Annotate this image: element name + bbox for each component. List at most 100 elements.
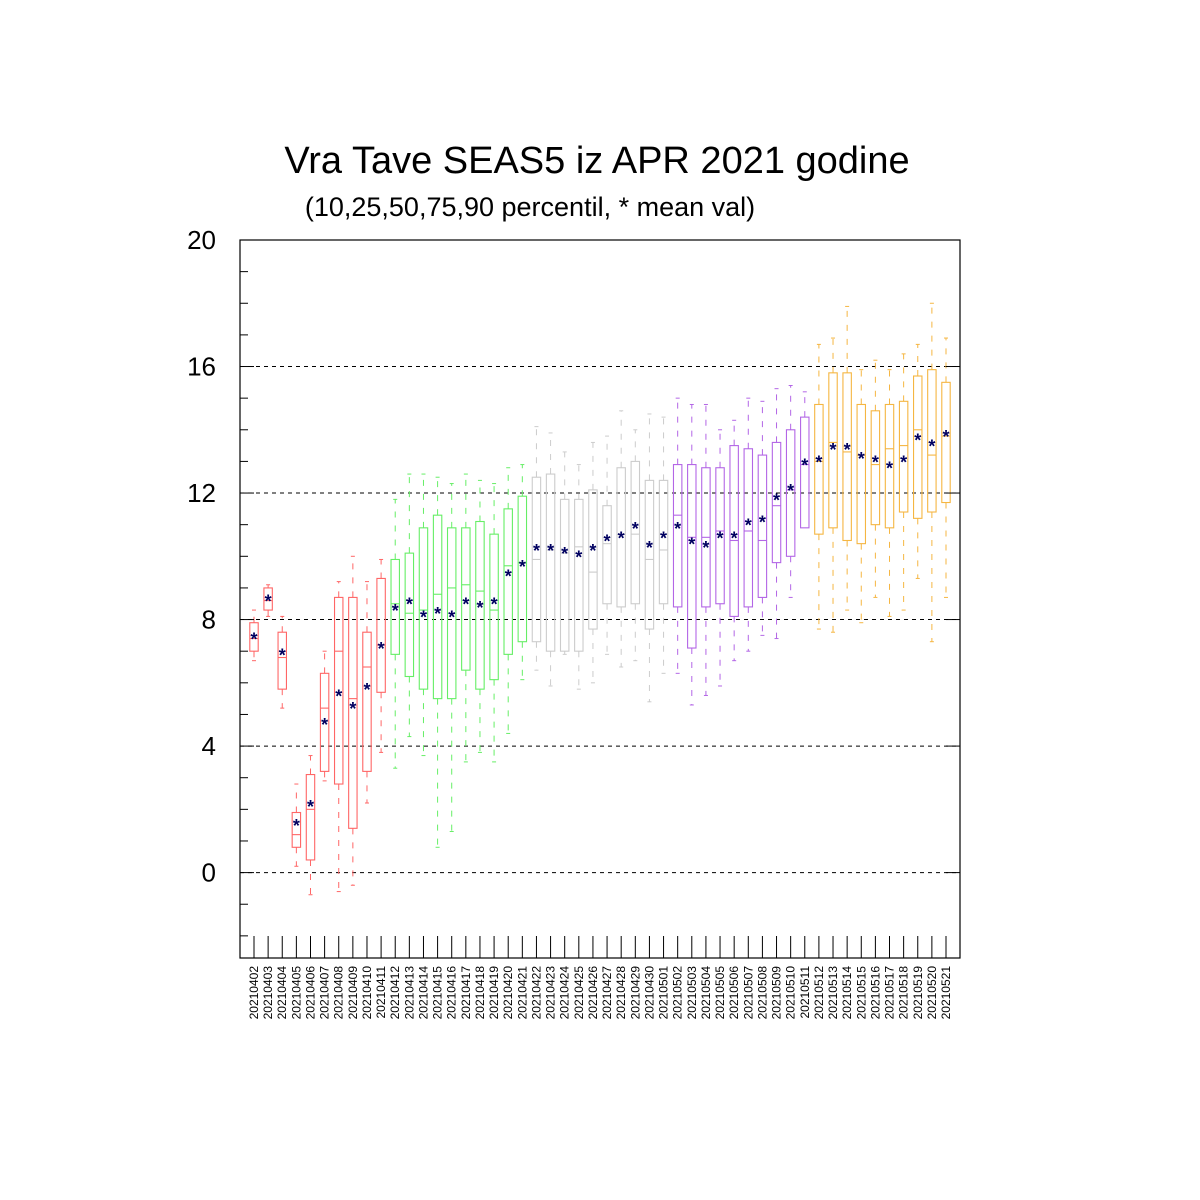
x-tick-label: 20210510 <box>784 966 798 1020</box>
x-tick-label: 20210506 <box>727 966 741 1020</box>
box-item <box>658 416 669 674</box>
chart-subtitle: (10,25,50,75,90 percentil, * mean val) <box>305 192 755 222</box>
iqr-box <box>644 479 655 630</box>
iqr-box <box>418 527 429 690</box>
box-item <box>305 755 316 896</box>
box-item <box>348 555 358 886</box>
iqr-box <box>729 445 739 617</box>
box-item <box>630 429 641 662</box>
box-item <box>884 369 895 617</box>
mean-marker: * <box>575 547 582 567</box>
x-tick-label: 20210408 <box>332 966 346 1020</box>
y-tick-label: 8 <box>202 605 216 635</box>
x-tick-label: 20210511 <box>798 966 812 1019</box>
y-tick-label: 16 <box>187 352 216 382</box>
iqr-box <box>842 372 852 542</box>
box-item <box>941 337 951 598</box>
x-tick-label: 20210520 <box>925 966 939 1020</box>
x-tick-label: 20210405 <box>289 966 303 1020</box>
mean-marker: * <box>844 440 851 460</box>
iqr-box <box>913 375 923 519</box>
x-tick-label: 20210503 <box>685 966 699 1020</box>
x-tick-label: 20210504 <box>699 966 713 1020</box>
box-item <box>418 473 429 757</box>
mean-marker: * <box>448 607 455 627</box>
mean-marker: * <box>378 639 385 659</box>
iqr-box <box>616 467 626 608</box>
x-tick-label: 20210404 <box>275 966 289 1020</box>
mean-marker: * <box>773 490 780 510</box>
box-item <box>249 609 259 662</box>
iqr-box <box>870 410 881 526</box>
x-tick-label: 20210502 <box>671 966 685 1020</box>
mean-marker: * <box>914 430 921 450</box>
iqr-box <box>517 495 528 643</box>
mean-marker: * <box>717 528 724 548</box>
box-item <box>757 400 768 636</box>
box-series <box>249 302 951 896</box>
box-item <box>574 464 584 690</box>
iqr-box <box>630 460 641 605</box>
box-item <box>701 403 711 696</box>
x-tick-label: 20210518 <box>897 966 911 1020</box>
x-tick-label: 20210403 <box>261 966 275 1020</box>
mean-marker: * <box>519 557 526 577</box>
plot-frame <box>239 239 961 959</box>
x-tick-label: 20210516 <box>868 966 882 1020</box>
mean-marker: * <box>462 595 469 615</box>
iqr-box <box>333 596 344 785</box>
iqr-box <box>277 631 287 690</box>
box-item <box>644 413 655 703</box>
mean-marker: * <box>830 440 837 460</box>
iqr-box <box>658 479 669 605</box>
iqr-box <box>927 369 937 513</box>
mean-marker: * <box>406 595 413 615</box>
iqr-box <box>743 448 754 608</box>
iqr-box <box>291 811 302 848</box>
iqr-box <box>348 596 358 829</box>
box-item <box>687 403 697 706</box>
mean-marker: * <box>688 535 695 555</box>
iqr-box <box>249 622 259 652</box>
x-tick-label: 20210410 <box>360 966 374 1020</box>
x-tick-label: 20210411 <box>374 966 388 1019</box>
iqr-box <box>672 464 683 608</box>
mean-marker: * <box>265 592 272 612</box>
mean-marker: * <box>491 595 498 615</box>
mean-marker: * <box>928 437 935 457</box>
iqr-box <box>362 631 372 772</box>
x-tick-label: 20210413 <box>402 966 416 1020</box>
iqr-box <box>390 558 400 655</box>
box-item <box>800 391 810 529</box>
box-item <box>376 558 386 753</box>
x-tick-label: 20210428 <box>614 966 628 1020</box>
x-tick-label: 20210509 <box>770 966 784 1020</box>
mean-marker: * <box>886 459 893 479</box>
x-tick-label: 20210507 <box>741 966 755 1020</box>
x-tick-label: 20210423 <box>544 966 558 1020</box>
iqr-box <box>263 587 273 611</box>
x-tick-label: 20210505 <box>713 966 727 1020</box>
mean-marker: * <box>250 630 257 650</box>
x-tick-label: 20210515 <box>854 966 868 1020</box>
iqr-box <box>404 552 415 678</box>
iqr-box <box>446 527 457 700</box>
x-tick-label: 20210429 <box>628 966 642 1020</box>
x-tick-label: 20210425 <box>572 966 586 1020</box>
iqr-box <box>461 527 471 671</box>
x-tick-label: 20210412 <box>388 966 402 1020</box>
iqr-box <box>856 403 867 545</box>
x-tick-label: 20210517 <box>883 966 897 1020</box>
y-tick-label: 12 <box>187 478 216 508</box>
box-item <box>729 419 739 662</box>
x-tick-label: 20210519 <box>911 966 925 1020</box>
iqr-box <box>814 403 824 535</box>
mean-marker: * <box>589 541 596 561</box>
mean-marker: * <box>858 449 865 469</box>
mean-marker: * <box>745 516 752 536</box>
mean-marker: * <box>307 797 314 817</box>
y-tick-label: 0 <box>202 858 216 888</box>
box-item <box>856 369 867 624</box>
box-item <box>743 397 754 652</box>
mean-marker: * <box>392 601 399 621</box>
